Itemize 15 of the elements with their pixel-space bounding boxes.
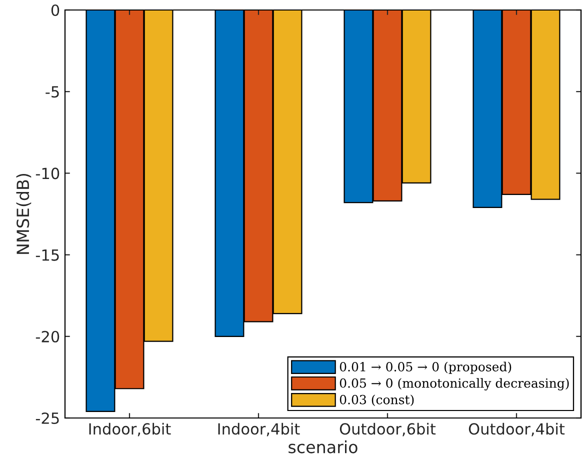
- x-tick-label: Indoor,6bit: [89, 422, 171, 436]
- legend-label: 0.05 → 0 (monotonically decreasing): [340, 378, 569, 390]
- y-tick-label: -10: [36, 168, 60, 180]
- y-tick-label: -15: [36, 249, 59, 261]
- y-tick-label: -20: [36, 330, 60, 342]
- x-tick-label: Outdoor,6bit: [340, 422, 436, 436]
- legend-label: 0.01 → 0.05 → 0 (proposed): [340, 362, 512, 374]
- y-tick-label: 0: [51, 4, 60, 16]
- y-tick-label: -5: [46, 86, 59, 98]
- x-tick-label: Indoor,4bit: [218, 422, 300, 436]
- x-tick-label: Outdoor,4bit: [468, 422, 565, 436]
- y-axis-title: NMSE(dB): [16, 174, 32, 254]
- legend-label: 0.03 (const): [340, 394, 414, 406]
- x-axis-title: scenario: [288, 440, 358, 454]
- y-tick-label: -25: [36, 412, 59, 424]
